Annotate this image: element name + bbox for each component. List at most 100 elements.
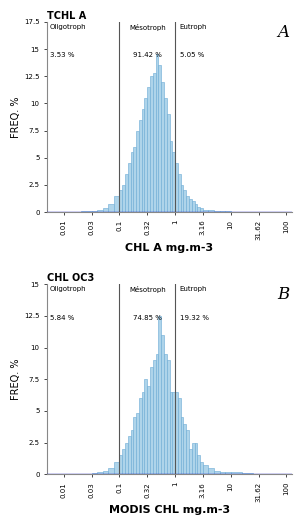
Text: Eutroph: Eutroph [180,286,207,292]
Bar [169,392,172,474]
Bar [183,423,186,474]
Text: Oligotroph: Oligotroph [50,286,87,292]
Bar [220,472,225,474]
Bar [189,199,192,212]
Text: Eutroph: Eutroph [180,24,207,30]
Bar [125,443,128,474]
Bar [92,473,97,474]
Bar [172,153,175,212]
Bar [128,163,131,212]
Bar [208,210,214,212]
Bar [197,207,200,212]
Text: 3.53 %: 3.53 % [50,52,75,58]
Bar [231,472,242,474]
Bar [178,174,181,212]
Bar [195,205,197,212]
Bar [139,120,142,212]
Bar [139,398,142,474]
Bar [178,398,181,474]
Bar [189,449,192,474]
Bar [242,473,253,474]
Bar [167,360,169,474]
Bar [133,147,136,212]
Bar [142,109,145,212]
Bar [181,185,183,212]
Bar [103,471,108,474]
Bar [97,210,103,212]
Bar [131,153,133,212]
Y-axis label: FREQ. %: FREQ. % [11,96,21,138]
Text: B: B [277,286,289,303]
Text: 19.32 %: 19.32 % [180,315,208,321]
Bar [161,335,164,474]
Bar [225,211,231,212]
Bar [108,468,114,474]
Text: 5.05 %: 5.05 % [180,52,204,58]
Bar [153,360,156,474]
Bar [153,73,156,212]
Bar [169,141,172,212]
Bar [81,211,92,212]
Bar [167,114,169,212]
Bar [156,55,158,212]
Bar [186,430,189,474]
Text: 5.84 %: 5.84 % [50,315,74,321]
Bar [147,386,150,474]
X-axis label: CHL A mg.m-3: CHL A mg.m-3 [125,242,214,252]
Bar [200,208,203,212]
Bar [125,174,128,212]
Bar [136,130,139,212]
Bar [158,316,161,474]
Bar [131,430,133,474]
Bar [136,413,139,474]
Bar [103,208,108,212]
Bar [181,417,183,474]
Y-axis label: FREQ. %: FREQ. % [11,359,21,400]
Bar [175,392,178,474]
Bar [97,472,103,474]
Bar [92,211,97,212]
Bar [200,462,203,474]
Bar [208,468,214,474]
Bar [150,76,153,212]
Bar [203,466,208,474]
Text: Mésotroph: Mésotroph [129,24,166,31]
Text: 74.85 %: 74.85 % [133,315,162,321]
Text: CHL OC3: CHL OC3 [47,274,95,284]
Bar [225,472,231,474]
Bar [122,185,125,212]
Bar [172,392,175,474]
Bar [186,196,189,212]
Bar [119,456,122,474]
Bar [119,190,122,212]
Bar [203,210,208,212]
Bar [197,456,200,474]
Bar [145,379,147,474]
Text: Oligotroph: Oligotroph [50,24,87,30]
Bar [214,471,220,474]
Bar [156,354,158,474]
Bar [195,443,197,474]
Bar [192,443,195,474]
Bar [161,82,164,212]
Text: 91.42 %: 91.42 % [133,52,162,58]
Bar [220,211,225,212]
Bar [164,354,167,474]
Bar [114,462,119,474]
Bar [114,196,119,212]
Text: TCHL A: TCHL A [47,11,86,21]
Bar [133,417,136,474]
Bar [192,201,195,212]
Text: Mésotroph: Mésotroph [129,286,166,293]
Bar [128,436,131,474]
Bar [145,98,147,212]
Bar [108,205,114,212]
Bar [142,392,145,474]
Bar [122,449,125,474]
Bar [183,190,186,212]
Bar [158,65,161,212]
Bar [147,87,150,212]
Bar [214,211,220,212]
X-axis label: MODIS CHL mg.m-3: MODIS CHL mg.m-3 [109,505,230,515]
Bar [150,367,153,474]
